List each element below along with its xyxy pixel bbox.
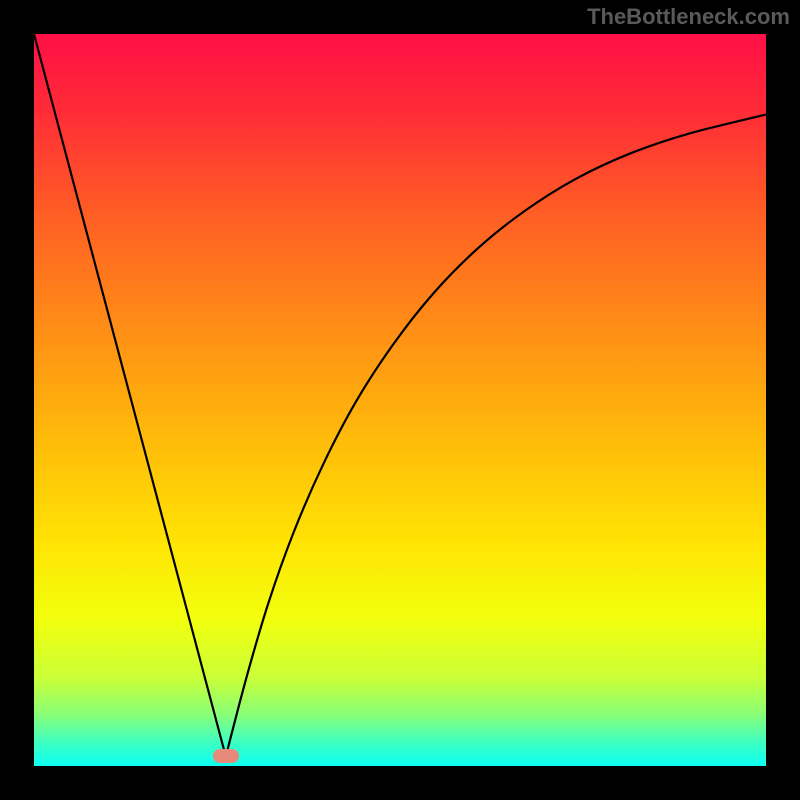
watermark-text: TheBottleneck.com <box>587 4 790 30</box>
frame: TheBottleneck.com <box>0 0 800 800</box>
bottleneck-curve <box>34 34 766 756</box>
curve-layer <box>34 34 766 766</box>
plot-area <box>34 34 766 766</box>
minimum-marker <box>213 749 239 763</box>
